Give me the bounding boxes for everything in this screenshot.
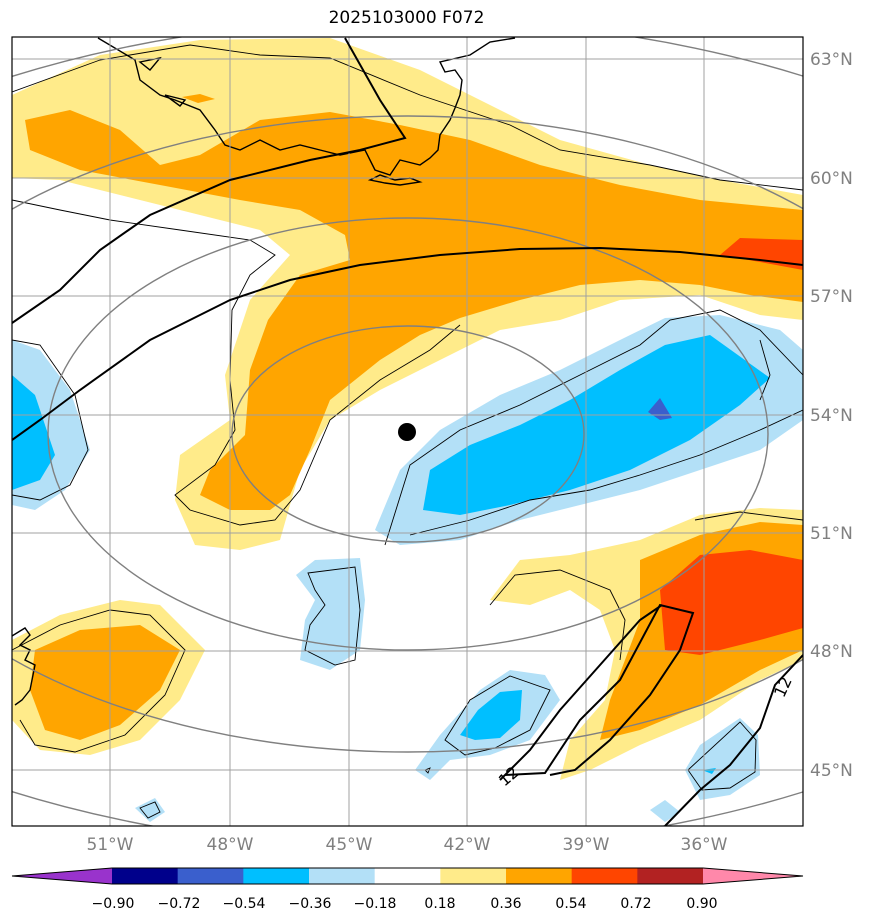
colorbar-bin	[112, 868, 179, 884]
colorbar-bin	[374, 868, 441, 884]
lon-label-39: 39°W	[563, 835, 610, 855]
range-rings	[12, 37, 803, 826]
colorbar-tick-2: −0.54	[223, 896, 266, 912]
colorbar-outline	[11, 867, 804, 885]
colorbar-bin	[309, 868, 376, 884]
colorbar-bin	[637, 868, 704, 884]
colorbar-tick-1: −0.72	[158, 896, 201, 912]
positive-anomaly-north-mid	[25, 110, 803, 510]
colorbar-tick-4: −0.18	[354, 896, 397, 912]
lat-label-51: 51°N	[810, 524, 853, 544]
colorbar-tick-8: 0.72	[620, 896, 651, 912]
colorbar-bin	[506, 868, 573, 884]
lon-label-48: 48°W	[207, 835, 254, 855]
positive-anomaly-southwest-mid	[30, 625, 180, 740]
pressure-contours	[12, 37, 803, 826]
negative-anomaly-east-mid	[423, 335, 770, 515]
colorbar-extend-low	[12, 868, 112, 884]
positive-anomaly-southeast-high	[660, 550, 803, 655]
lat-label-54: 54°N	[810, 406, 853, 426]
colorbar-tick-3: −0.36	[289, 896, 332, 912]
colorbar-extend-high	[703, 868, 803, 884]
coastline	[12, 37, 516, 706]
colorbar-tick-0: −0.90	[92, 896, 135, 912]
lat-label-60: 60°N	[810, 169, 853, 189]
colorbar-bin	[177, 868, 244, 884]
lon-label-42: 42°W	[444, 835, 491, 855]
colorbar-tick-7: 0.54	[555, 896, 586, 912]
lat-label-48: 48°N	[810, 642, 853, 662]
graticule-grid	[12, 37, 803, 826]
colorbar-tick-9: 0.90	[686, 896, 717, 912]
lat-label-57: 57°N	[810, 287, 853, 307]
lon-label-45: 45°W	[326, 835, 373, 855]
longitude-labels: 51°W 48°W 45°W 42°W 39°W 36°W	[87, 835, 728, 855]
map-area: 12 12	[12, 37, 803, 826]
colorbar-bin	[440, 868, 507, 884]
anomaly-contours	[12, 44, 803, 819]
latitude-labels: 63°N 60°N 57°N 54°N 51°N 48°N 45°N	[810, 50, 853, 781]
map-frame	[11, 36, 804, 827]
map-title: 2025103000 F072	[328, 8, 485, 28]
storm-center-dot	[398, 423, 416, 441]
lat-label-63: 63°N	[810, 50, 853, 70]
colorbar-tick-labels: −0.90 −0.72 −0.54 −0.36 −0.18 0.18 0.36 …	[92, 896, 718, 912]
lon-label-51: 51°W	[87, 835, 134, 855]
lon-label-36: 36°W	[681, 835, 728, 855]
lat-label-45: 45°N	[810, 761, 853, 781]
colorbar-bin	[243, 868, 310, 884]
colorbar-tick-5: 0.18	[424, 896, 455, 912]
colorbar-tick-6: 0.36	[490, 896, 521, 912]
colorbar-bin	[571, 868, 638, 884]
colorbar	[11, 867, 804, 885]
